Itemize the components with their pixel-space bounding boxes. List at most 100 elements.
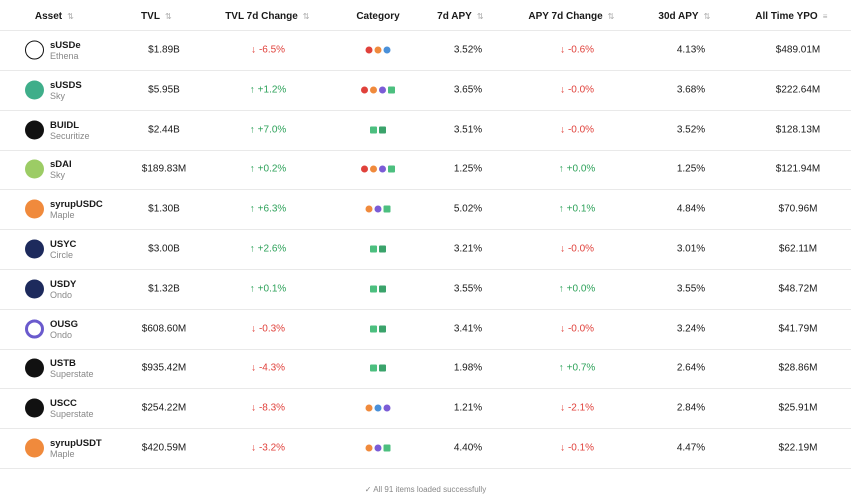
- cell-text: +0.2%: [257, 163, 287, 175]
- divider: [0, 428, 851, 430]
- asset-issuer: Maple: [50, 449, 75, 459]
- cell-text: -0.1%: [567, 442, 595, 454]
- category-icons: [365, 205, 391, 213]
- cell-text: +0.1%: [257, 283, 287, 295]
- asset-issuer: Sky: [50, 170, 66, 181]
- cell-text: $608.60M: [141, 323, 187, 335]
- cell: $128.13M: [776, 124, 820, 135]
- trend-arrow: ↑: [249, 283, 255, 295]
- trend-arrow: ↑: [249, 203, 255, 215]
- cell: ↓ -0.0%: [560, 323, 594, 334]
- cell: $22.19M: [779, 443, 818, 454]
- asset-issuer: Superstate: [50, 369, 94, 380]
- cell: ↓ -0.6%: [560, 45, 594, 56]
- asset-issuer: Ondo: [50, 329, 73, 340]
- cell-text: 1.98%: [453, 362, 483, 374]
- cell: $1.30B: [148, 204, 180, 215]
- cell-text: $420.59M: [141, 442, 187, 454]
- cell: $70.96M: [779, 204, 818, 215]
- cell: 3.24%: [677, 323, 705, 334]
- category-icon: [379, 285, 386, 293]
- cell: ↑ +0.0%: [559, 283, 596, 294]
- column-header[interactable]: TVL 7d Change ⇅: [225, 11, 311, 22]
- column-header[interactable]: TVL ⇅: [141, 11, 173, 22]
- cell-text: $1.89B: [148, 44, 180, 56]
- cell-text: 1.25%: [676, 163, 706, 175]
- cell: $189.83M: [142, 164, 186, 175]
- cell-text: 2.84%: [676, 402, 706, 414]
- cell: $254.22M: [142, 403, 186, 414]
- category-icons: [370, 364, 386, 372]
- cell: 4.84%: [677, 204, 705, 215]
- asset-name: sUSDe: [50, 40, 81, 51]
- category-icons: [370, 285, 386, 293]
- category-icons: [370, 325, 386, 333]
- category-icon: [370, 285, 377, 293]
- asset-name: OUSG: [50, 318, 78, 330]
- cell-text: $1.30B: [148, 203, 180, 215]
- cell: $121.94M: [776, 164, 820, 175]
- header-text: 7d APY: [437, 11, 472, 22]
- cell: 2.84%: [677, 403, 705, 414]
- cell-text: -4.3%: [258, 362, 286, 374]
- cell-text: $128.13M: [775, 124, 821, 136]
- asset-name: sUSDS: [50, 79, 82, 91]
- cell: ↓ -0.3%: [251, 323, 285, 334]
- sort-icon[interactable]: ≡: [822, 11, 828, 21]
- category-icons: [361, 86, 395, 94]
- asset-name: USTB: [50, 358, 76, 370]
- category-icons: [365, 46, 391, 54]
- cell: ↑ +6.3%: [250, 204, 287, 215]
- cell-text: 4.84%: [676, 203, 706, 215]
- cell: $1.89B: [148, 45, 180, 56]
- column-header[interactable]: 7d APY ⇅: [437, 11, 485, 22]
- category-icon: [388, 86, 395, 94]
- trend-arrow: ↑: [558, 163, 564, 175]
- category-icons: [365, 404, 391, 412]
- header-text: Category: [356, 11, 400, 22]
- trend-arrow: ↓: [250, 362, 256, 374]
- cell-text: 1.21%: [453, 402, 483, 414]
- asset-name: USYC: [50, 239, 77, 250]
- trend-arrow: ↓: [250, 44, 256, 56]
- column-header[interactable]: Category: [356, 11, 399, 22]
- cell: $1.32B: [148, 283, 180, 294]
- category-icon: [361, 86, 368, 94]
- cell-text: $3.00B: [148, 243, 180, 255]
- cell: ↑ +2.6%: [250, 244, 287, 255]
- asset-logo: [25, 120, 44, 140]
- sort-icon[interactable]: ⇅: [476, 11, 484, 21]
- column-header[interactable]: Asset ⇅: [35, 11, 75, 22]
- category-icon: [370, 86, 377, 94]
- category-icon: [379, 126, 386, 134]
- cell-text: 3.55%: [676, 283, 706, 295]
- cell: ↑ +0.2%: [250, 164, 287, 175]
- cell: 3.21%: [454, 244, 482, 255]
- category-icons: [365, 444, 391, 452]
- cell-text: 4.40%: [453, 442, 483, 454]
- divider: [0, 30, 851, 31]
- cell-text: 3.68%: [676, 84, 706, 96]
- column-header[interactable]: All Time YPO ≡: [755, 11, 830, 22]
- cell-text: $189.83M: [141, 163, 187, 175]
- sort-icon[interactable]: ⇅: [302, 11, 310, 21]
- sort-icon[interactable]: ⇅: [607, 11, 615, 21]
- sort-icon[interactable]: ⇅: [164, 11, 172, 21]
- cell: ↑ +0.0%: [559, 164, 596, 175]
- asset-name: USDY: [50, 278, 77, 290]
- column-header[interactable]: 30d APY ⇅: [658, 11, 711, 22]
- cell: $28.86M: [779, 363, 818, 374]
- sort-icon[interactable]: ⇅: [67, 11, 74, 21]
- sort-icon[interactable]: ⇅: [703, 11, 711, 21]
- cell-text: -0.0%: [567, 84, 595, 96]
- category-icon: [379, 364, 386, 372]
- cell-text: $121.94M: [775, 163, 821, 175]
- cell: $3.00B: [148, 244, 180, 255]
- cell-text: 3.01%: [676, 243, 706, 255]
- cell-text: +1.2%: [257, 84, 287, 96]
- cell-text: 5.02%: [453, 203, 483, 215]
- column-header[interactable]: APY 7d Change ⇅: [528, 11, 615, 22]
- cell: $2.44B: [148, 124, 180, 135]
- category-icon: [374, 46, 382, 54]
